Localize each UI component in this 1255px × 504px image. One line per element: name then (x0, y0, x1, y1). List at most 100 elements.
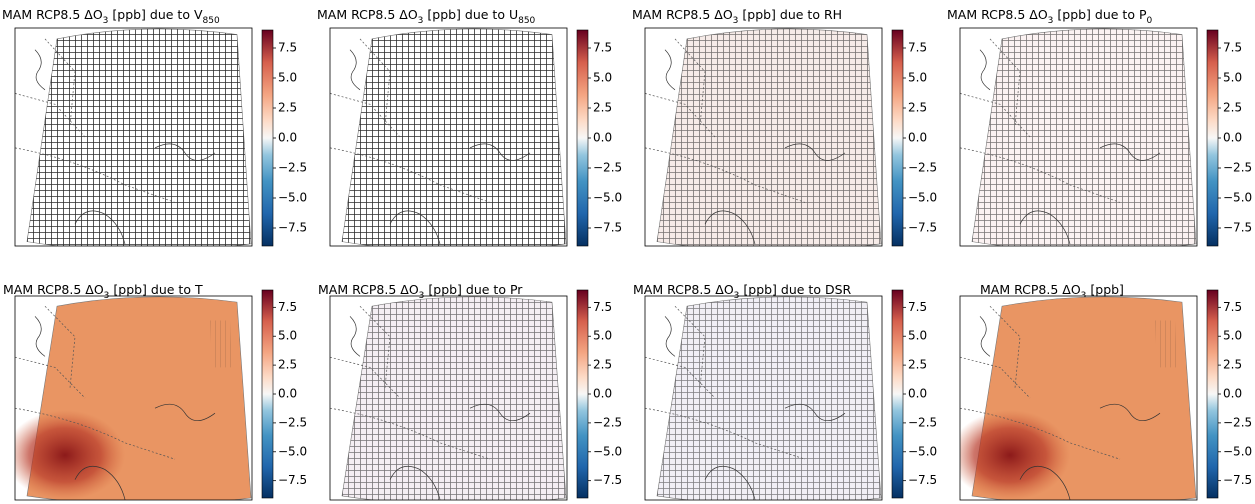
hatching (342, 296, 566, 500)
colorbar-tick-label: 5.0 (593, 329, 612, 343)
title-part: 850 (518, 16, 535, 26)
colorbar-tick-label: 0.0 (593, 131, 612, 145)
map-frame (14, 295, 253, 501)
colorbar-tick-label: −5.0 (1223, 444, 1252, 458)
hatching (657, 296, 881, 500)
map-frame (644, 295, 883, 501)
colorbar-tick-label: 2.5 (1223, 358, 1242, 372)
colorbar-tick-label: −7.5 (908, 221, 937, 235)
colorbar (261, 289, 274, 499)
colorbar-tick-label: 5.0 (1223, 329, 1242, 343)
colorbar-tick-label: 7.5 (908, 41, 927, 55)
colorbar (261, 29, 274, 247)
colorbar-tick-label: 2.5 (593, 101, 612, 115)
colorbar-tick-label: −5.0 (593, 191, 622, 205)
title-part: 3 (734, 291, 740, 301)
panel-title: MAM RCP8.5 ΔO3 [ppb] (980, 282, 1124, 301)
colorbar-tick-label: 2.5 (278, 101, 297, 115)
colorbar-tick-label: 2.5 (908, 101, 927, 115)
colorbar (1206, 29, 1219, 247)
colorbar-tick-label: 5.0 (278, 329, 297, 343)
colorbar-tick-label: −2.5 (908, 161, 937, 175)
border (960, 38, 1121, 203)
title-part: [ppb] due to V (108, 7, 203, 22)
colorbar-tick-label: −5.0 (278, 191, 307, 205)
panel: MAM RCP8.5 ΔO3 [ppb] due to U850 7.5 5.0 2.… (317, 7, 622, 247)
hatching (657, 28, 881, 246)
colorbar-tick-label: −7.5 (278, 221, 307, 235)
panel: MAM RCP8.5 ΔO3 [ppb] 7.5 5.0 2.5 0.0 −2.5 −5.0… (959, 282, 1252, 501)
colorbar-tick-label: 0.0 (593, 387, 612, 401)
colorbar-tick-label: −5.0 (1223, 191, 1252, 205)
colorbar-tick-label: 0.0 (1223, 387, 1242, 401)
colorbar (576, 29, 589, 247)
title-part: 3 (419, 291, 425, 301)
title-part: [ppb] due to DSR (739, 282, 851, 297)
coast (664, 316, 846, 500)
border (330, 305, 491, 460)
panel: MAM RCP8.5 ΔO3 [ppb] due to RH 7.5 5.0 2.5 0… (632, 7, 937, 247)
title-part: MAM RCP8.5 ΔO (947, 7, 1048, 22)
title-part: 3 (733, 16, 739, 26)
colorbar (891, 289, 904, 499)
border (960, 305, 1121, 460)
colorbar-tick-label: 7.5 (908, 300, 927, 314)
colorbar-tick-label: −2.5 (593, 161, 622, 175)
panel: MAM RCP8.5 ΔO3 [ppb] due to T 7.5 5.0 2.5 0.… (3, 282, 307, 501)
colorbar-tick-label: −2.5 (1223, 415, 1252, 429)
title-part: MAM RCP8.5 ΔO (633, 282, 734, 297)
colorbar-tick-label: −7.5 (278, 473, 307, 487)
colorbar-tick-label: −7.5 (1223, 221, 1252, 235)
colorbar-tick-label: 7.5 (1223, 41, 1242, 55)
map-frame (644, 27, 883, 247)
panel: MAM RCP8.5 ΔO3 [ppb] due to Pr 7.5 5.0 2.5 0… (318, 282, 622, 501)
colorbar-tick-label: −2.5 (593, 415, 622, 429)
title-part: 3 (1081, 291, 1087, 301)
hot-region (15, 410, 125, 500)
colorbar-tick-label: −5.0 (908, 444, 937, 458)
panel-title: MAM RCP8.5 ΔO3 [ppb] due to V850 (2, 7, 220, 26)
border (330, 38, 491, 203)
hatching (342, 28, 566, 246)
coast (349, 316, 531, 500)
colorbar-tick-label: 2.5 (908, 358, 927, 372)
panel-title: MAM RCP8.5 ΔO3 [ppb] due to Pr (318, 282, 523, 301)
panel: MAM RCP8.5 ΔO3 [ppb] due to V850 7.5 5.0 2.… (2, 7, 307, 247)
title-part: [ppb] due to Pr (424, 282, 523, 297)
colorbar (576, 289, 589, 499)
map-frame (14, 27, 253, 247)
hatching (1155, 320, 1177, 368)
colorbar-tick-label: 5.0 (908, 329, 927, 343)
map (330, 296, 567, 500)
title-part: 3 (1048, 16, 1054, 26)
hatching (972, 28, 1196, 246)
colorbar-tick-label: 2.5 (593, 358, 612, 372)
title-part: 850 (203, 16, 220, 26)
title-part: [ppb] due to T (109, 282, 203, 297)
border (645, 38, 806, 203)
colorbar-tick-label: 2.5 (1223, 101, 1242, 115)
colorbar-tick-label: 7.5 (278, 300, 297, 314)
title-part: [ppb] due to P (1053, 7, 1147, 22)
colorbar (891, 29, 904, 247)
colorbar-tick-label: 0.0 (278, 387, 297, 401)
colorbar-tick-label: 5.0 (1223, 71, 1242, 85)
border (15, 305, 176, 460)
border (15, 38, 176, 203)
map-frame (959, 295, 1198, 501)
title-part: MAM RCP8.5 ΔO (980, 282, 1081, 297)
colorbar-tick-label: −2.5 (1223, 161, 1252, 175)
title-part: MAM RCP8.5 ΔO (3, 282, 104, 297)
map-frame (959, 27, 1198, 247)
coast (664, 49, 846, 245)
colorbar-tick-label: 5.0 (278, 71, 297, 85)
colorbar-tick-label: 7.5 (593, 300, 612, 314)
colorbar-tick-label: −2.5 (908, 415, 937, 429)
colorbar-tick-label: −5.0 (908, 191, 937, 205)
colorbar-tick-label: −7.5 (593, 473, 622, 487)
colorbar (1206, 289, 1219, 499)
panel-title: MAM RCP8.5 ΔO3 [ppb] due to DSR (633, 282, 852, 301)
map (645, 296, 882, 500)
colorbar-tick-label: −5.0 (593, 444, 622, 458)
map (330, 28, 567, 246)
